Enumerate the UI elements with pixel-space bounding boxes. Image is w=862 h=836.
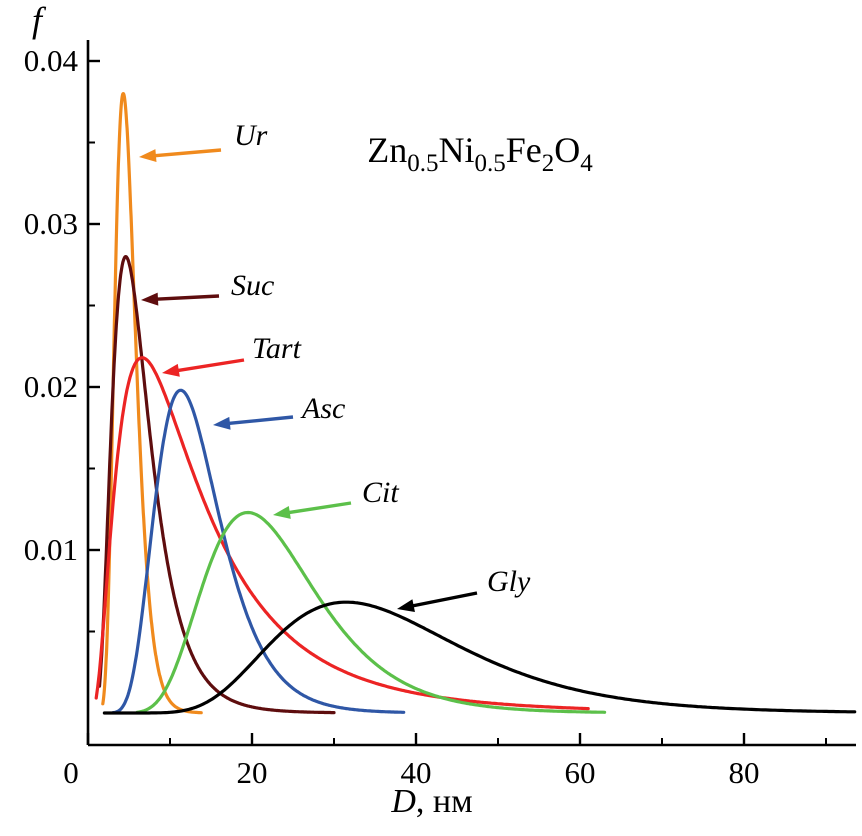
- annotation-arrowhead-Cit: [273, 505, 291, 519]
- annotation-arrow-Tart: [171, 358, 245, 374]
- annotation-arrowhead-Tart: [162, 363, 180, 377]
- x-axis-label-unit: , нм: [416, 783, 473, 820]
- annotation-label-Ur: Ur: [234, 119, 268, 152]
- y-axis-label: f: [32, 0, 47, 40]
- series-curves: [94, 92, 857, 715]
- chart-title: Zn0.5Ni0.5Fe2O4: [367, 130, 593, 177]
- title-subscript: 2: [542, 150, 555, 177]
- y-tick-label-0.03: 0.03: [24, 206, 78, 241]
- annotation-label-Cit: Cit: [362, 476, 399, 509]
- tick-labels: 0 20 40 60 80 0.01 0.02 0.03 0.04: [24, 43, 760, 790]
- x-tick-label-60: 60: [565, 755, 596, 790]
- title-subscript: 4: [580, 150, 593, 177]
- x-tick-label-80: 80: [729, 755, 760, 790]
- annotation-arrow-Cit: [282, 501, 352, 516]
- y-tick-label-0.01: 0.01: [24, 532, 78, 567]
- annotation-arrow-Gly: [406, 591, 478, 609]
- annotation-arrowhead-Gly: [397, 599, 415, 613]
- annotations: Ur Suc Tart Asc Cit Gly: [139, 119, 531, 613]
- title-text: Fe: [506, 130, 542, 170]
- annotation-arrowhead-Ur: [139, 149, 157, 163]
- curve-Ur: [101, 92, 203, 715]
- annotation-label-Gly: Gly: [487, 565, 531, 598]
- x-tick-label-40: 40: [401, 755, 432, 790]
- curve-Cit: [135, 510, 607, 714]
- annotation-label-Suc: Suc: [231, 269, 274, 302]
- title-text: Ni: [439, 130, 475, 170]
- title-text: O: [554, 130, 580, 170]
- annotation-label-Asc: Asc: [300, 392, 345, 425]
- title-subscript: 0.5: [475, 150, 506, 177]
- curve-Gly: [102, 600, 857, 715]
- title-subscript: 0.5: [407, 150, 438, 177]
- x-tick-label-20: 20: [237, 755, 268, 790]
- x-tick-label-0: 0: [63, 755, 79, 790]
- title-text: Zn: [367, 130, 407, 170]
- annotation-arrowhead-Asc: [213, 416, 231, 430]
- annotation-arrow-Asc: [222, 415, 294, 426]
- curve-Tart: [94, 356, 590, 711]
- annotation-arrow-Suc: [151, 294, 220, 302]
- x-axis-label: D, нм: [390, 783, 472, 820]
- annotation-label-Tart: Tart: [252, 332, 302, 365]
- curve-Suc: [97, 255, 336, 715]
- y-tick-label-0.02: 0.02: [24, 369, 78, 404]
- curve-Asc: [111, 388, 406, 715]
- axes: [86, 40, 856, 747]
- y-tick-label-0.04: 0.04: [24, 43, 79, 78]
- x-axis-label-symbol: D: [390, 783, 416, 820]
- annotation-arrowhead-Suc: [141, 292, 159, 306]
- annotation-arrow-Ur: [149, 148, 222, 158]
